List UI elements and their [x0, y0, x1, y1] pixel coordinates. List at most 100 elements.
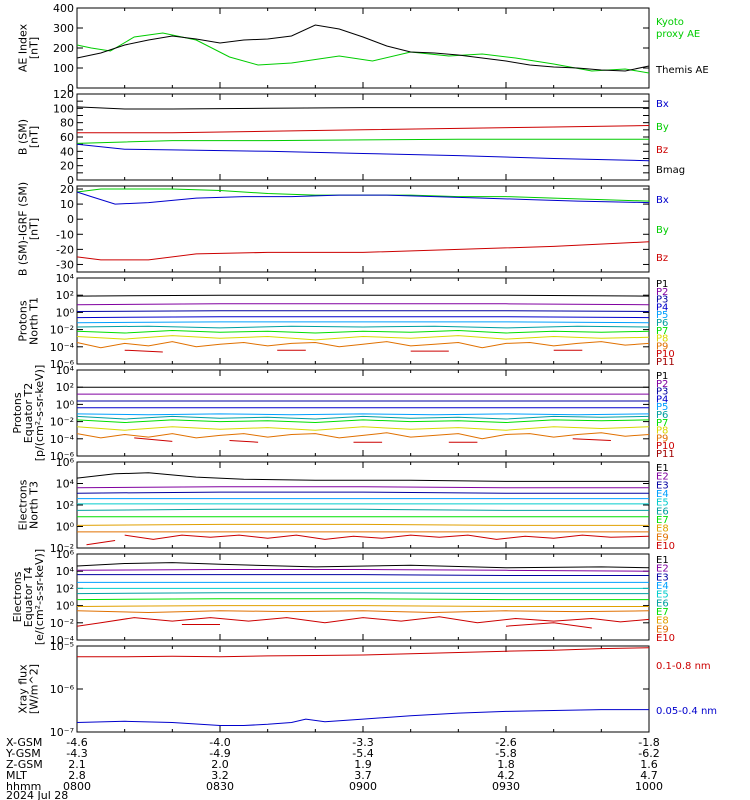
- y-axis-label: Electrons: [17, 479, 30, 530]
- ephemeris-row-label: Z-GSM: [6, 758, 43, 771]
- series-line-9: [76, 610, 650, 614]
- legend-entry: By: [656, 225, 669, 236]
- ephemeris-value: 0830: [206, 780, 234, 793]
- panel-frame: [76, 185, 650, 273]
- series-line-10: [124, 534, 650, 540]
- ephemeris-row-label: X-GSM: [6, 736, 42, 749]
- series-line-9: [76, 341, 650, 349]
- y-axis-label: Equator T2: [22, 383, 35, 443]
- legend-entry: E9: [656, 624, 669, 635]
- series-line-11: [229, 440, 259, 443]
- ephemeris-value: 3.7: [354, 769, 372, 782]
- series-line-2: [76, 24, 650, 72]
- legend-entry: E7: [656, 515, 669, 526]
- legend-entry: E8: [656, 524, 669, 535]
- y-tick-label: 0: [67, 174, 74, 187]
- legend-entry: E7: [656, 607, 669, 618]
- panel-frame: [76, 93, 650, 181]
- y-tick-label: 10⁴: [56, 272, 75, 285]
- y-tick-label: 10⁻²: [50, 542, 74, 555]
- y-axis-label: B (SM)-IGRF (SM): [17, 182, 30, 276]
- legend-entry: E2: [656, 564, 669, 575]
- series-line-1: [76, 472, 649, 482]
- series-line-2: [76, 569, 650, 572]
- legend-entry: Bx: [656, 99, 669, 110]
- series-line-5: [76, 413, 650, 416]
- y-axis-label: Xray flux: [17, 664, 30, 714]
- y-tick-label: 10⁴: [56, 364, 75, 377]
- ephemeris-value: 1.8: [497, 758, 515, 771]
- y-axis-label: AE Index: [17, 23, 30, 72]
- y-tick-label: 40: [60, 145, 74, 158]
- y-tick-label: 10⁻²: [50, 416, 74, 429]
- legend-entry: Bz: [656, 145, 668, 156]
- y-tick-label: 10⁰: [56, 600, 75, 613]
- legend-entry: P9: [656, 341, 668, 352]
- ephemeris-row-label: hhmm: [6, 780, 41, 793]
- series-line-4: [76, 143, 650, 162]
- legend-entry: P9: [656, 433, 668, 444]
- legend-entry: P5: [656, 310, 668, 321]
- legend-entry: Themis AE: [655, 65, 709, 76]
- ephemeris-row-label: MLT: [6, 769, 27, 782]
- legend-entry: E5: [656, 498, 669, 509]
- y-tick-label: 10⁶: [56, 548, 75, 561]
- y-tick-label: 10²: [56, 499, 74, 512]
- y-axis-label: [p/(cm²-s-sr-keV)]: [33, 365, 46, 462]
- legend-entry: P5: [656, 402, 668, 413]
- ephemeris-value: -6.2: [638, 747, 659, 760]
- ephemeris-value: -3.3: [352, 736, 373, 749]
- y-tick-label: 20: [60, 183, 74, 196]
- y-tick-label: -30: [56, 258, 74, 271]
- y-tick-label: 300: [53, 22, 74, 35]
- y-tick-label: 0: [67, 213, 74, 226]
- legend-entry: P4: [656, 394, 668, 405]
- y-axis-label: [W/m^2]: [28, 664, 41, 714]
- series-line-8: [76, 335, 650, 341]
- legend-entry: E4: [656, 581, 669, 592]
- series-line-14: [572, 438, 611, 441]
- y-tick-label: 10²: [56, 289, 74, 302]
- legend-entry: P7: [656, 418, 668, 429]
- series-line-11: [86, 540, 116, 546]
- panel-frame: [76, 461, 650, 549]
- ephemeris-value: 1000: [635, 780, 663, 793]
- y-tick-label: 10⁻⁷: [50, 726, 74, 739]
- y-tick-label: 10: [60, 198, 74, 211]
- legend-entry: E1: [656, 555, 669, 566]
- ephemeris-value: -4.9: [209, 747, 230, 760]
- series-line-7: [76, 329, 650, 334]
- panel-frame: [76, 369, 650, 457]
- legend-entry: E8: [656, 616, 669, 627]
- legend-entry: E4: [656, 489, 669, 500]
- legend-entry: 0.1-0.8 nm: [656, 661, 711, 672]
- y-tick-label: 10²: [56, 381, 74, 394]
- panel-frame: [76, 7, 650, 89]
- y-tick-label: 60: [60, 131, 74, 144]
- series-line-6: [76, 415, 650, 420]
- legend-entry: P10: [656, 441, 675, 452]
- series-line-2: [77, 125, 650, 134]
- ephemeris-value: -5.4: [352, 747, 373, 760]
- legend-entry: E3: [656, 480, 669, 491]
- series-line-8: [76, 426, 650, 431]
- series-line-1: [76, 32, 650, 74]
- series-line-10: [124, 349, 163, 353]
- legend-entry: E10: [656, 541, 675, 552]
- series-line-12: [505, 622, 592, 629]
- y-tick-label: 20: [60, 160, 74, 173]
- y-axis-label: Protons: [11, 392, 24, 433]
- y-tick-label: 10⁻⁶: [50, 450, 75, 463]
- ephemeris-value: -4.0: [209, 736, 230, 749]
- y-tick-label: -10: [56, 228, 74, 241]
- y-axis-label: Electrons: [11, 571, 24, 622]
- series-line-6: [76, 592, 649, 595]
- y-tick-label: 10⁴: [56, 565, 75, 578]
- y-tick-label: 400: [53, 2, 74, 15]
- ephemeris-value: 2.8: [68, 769, 86, 782]
- y-tick-label: -20: [56, 243, 74, 256]
- series-line-3: [76, 138, 649, 144]
- ephemeris-value: 0900: [349, 780, 377, 793]
